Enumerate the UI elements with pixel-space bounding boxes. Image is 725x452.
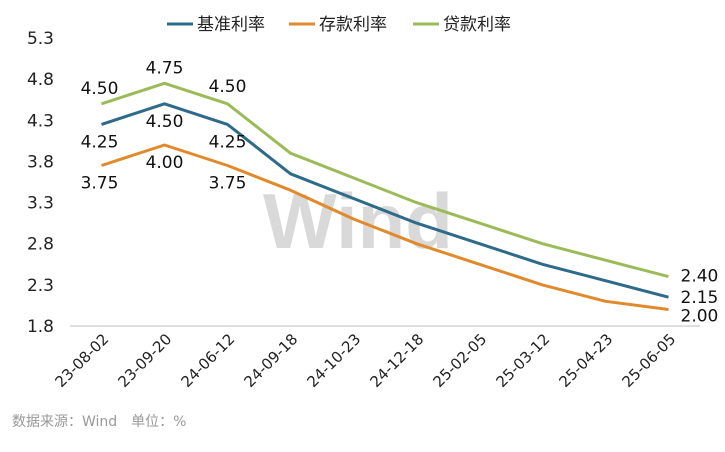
x-tick-label: 25-02-05 xyxy=(429,330,490,391)
x-tick-label: 25-03-12 xyxy=(492,330,553,391)
x-tick-label: 25-06-05 xyxy=(618,330,679,391)
legend-label: 存款利率 xyxy=(319,15,387,35)
x-tick-label: 23-09-20 xyxy=(114,330,175,391)
y-tick-label: 1.8 xyxy=(27,317,54,337)
data-label: 3.75 xyxy=(209,174,247,194)
y-tick-label: 5.3 xyxy=(27,29,54,49)
data-label: 2.15 xyxy=(681,288,719,308)
data-label: 4.25 xyxy=(209,132,247,152)
data-label: 4.50 xyxy=(146,112,184,132)
series-line-1 xyxy=(101,143,669,311)
data-label: 4.25 xyxy=(81,132,119,152)
data-label: 4.50 xyxy=(81,79,119,99)
series-line-0 xyxy=(101,102,669,299)
legend-label: 贷款利率 xyxy=(443,15,511,35)
data-label: 2.40 xyxy=(681,267,719,287)
y-tick-label: 4.8 xyxy=(27,70,54,90)
y-tick-label: 4.3 xyxy=(27,111,54,131)
data-label: 4.50 xyxy=(209,77,247,97)
data-label: 4.75 xyxy=(146,58,184,78)
data-label: 4.00 xyxy=(146,153,184,173)
source-note: 数据来源：Wind 单位：% xyxy=(12,414,187,430)
y-tick-label: 3.8 xyxy=(27,152,54,172)
x-tick-label: 24-09-18 xyxy=(240,330,301,391)
y-tick-label: 2.8 xyxy=(27,235,54,255)
x-tick-label: 23-08-02 xyxy=(51,330,112,391)
data-label: 2.00 xyxy=(681,307,719,327)
data-label: 3.75 xyxy=(81,174,119,194)
x-tick-label: 24-10-23 xyxy=(303,330,364,391)
series-line-2 xyxy=(101,81,669,279)
x-tick-label: 25-04-23 xyxy=(555,330,616,391)
x-tick-label: 24-12-18 xyxy=(366,330,427,391)
legend-label: 基准利率 xyxy=(197,15,265,35)
y-tick-label: 2.3 xyxy=(27,276,54,296)
x-tick-label: 24-06-12 xyxy=(177,330,238,391)
y-tick-label: 3.3 xyxy=(27,194,54,214)
